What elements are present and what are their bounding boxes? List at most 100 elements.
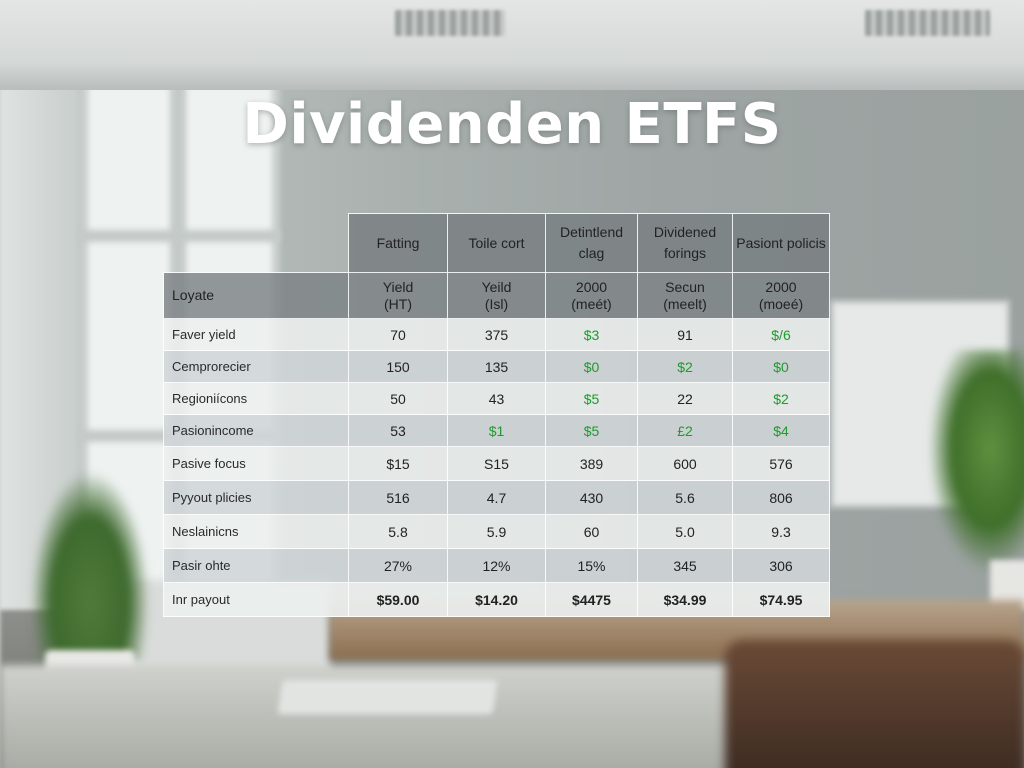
table-cell: $34.99: [637, 582, 733, 617]
row-label: Pasir ohte: [163, 548, 349, 583]
subheader-line: (moeé): [758, 295, 804, 312]
subheader-line: Secun: [665, 278, 705, 295]
table-cell: 576: [732, 446, 830, 481]
table-cell: $74.95: [732, 582, 830, 617]
table-header-row: Fatting Toile cort Detintlend clag Divid…: [164, 213, 830, 273]
row-label: Pyyout plicies: [163, 480, 349, 515]
table-cell: 516: [348, 480, 448, 515]
subheader-line: (HT): [384, 295, 412, 312]
table-cell: 430: [545, 480, 638, 515]
ceiling-vent: [395, 10, 505, 36]
subheader-cell: 2000 (moeé): [732, 272, 830, 319]
row-label: Pasionincome: [163, 414, 349, 447]
table-cell: 375: [447, 318, 546, 351]
table-cell: $14.20: [447, 582, 546, 617]
column-header: Dividened forings: [637, 213, 733, 273]
row-label: Faver yield: [163, 318, 349, 351]
table-cell: $4475: [545, 582, 638, 617]
row-label: Inr payout: [163, 582, 349, 617]
table-cell: 12%: [447, 548, 546, 583]
row-label: Pasive focus: [163, 446, 349, 481]
table-cell: 91: [637, 318, 733, 351]
column-header: Fatting: [348, 213, 448, 273]
subheader-cell: Secun (meelt): [637, 272, 733, 319]
table-body: Loyate Yield (HT) Yeild (Isl) 2000 (meét) S…: [163, 272, 830, 617]
table-row: Pasionincome 53 $1 $5 £2 $4: [163, 414, 830, 447]
table-cell: 389: [545, 446, 638, 481]
table-row: Pyyout plicies 516 4.7 430 5.6 806: [163, 480, 830, 515]
table-row: Pasir ohte 27% 12% 15% 345 306: [163, 548, 830, 583]
plant: [30, 470, 150, 660]
table-cell: $0: [545, 350, 638, 383]
subheader-line: (Isl): [484, 295, 509, 312]
table-cell: $5: [545, 382, 638, 415]
table-subheader-row: Loyate Yield (HT) Yeild (Isl) 2000 (meét) S…: [163, 272, 830, 319]
table-cell: 43: [447, 382, 546, 415]
table-cell: 345: [637, 548, 733, 583]
table-cell: 600: [637, 446, 733, 481]
table-cell: 5.9: [447, 514, 546, 549]
etf-table-container: Fatting Toile cort Detintlend clag Divid…: [163, 213, 830, 617]
chair: [725, 640, 1024, 768]
subheader-cell: 2000 (meét): [545, 272, 638, 319]
table-row: Regioniícons 50 43 $5 22 $2: [163, 382, 830, 415]
table-cell: 22: [637, 382, 733, 415]
row-label: Cemprorecier: [163, 350, 349, 383]
table-cell: 27%: [348, 548, 448, 583]
table-row: Faver yield 70 375 $3 91 $/6: [163, 318, 830, 351]
table-row: Cemprorecier 150 135 $0 $2 $0: [163, 350, 830, 383]
table-cell: $1: [447, 414, 546, 447]
subheader-cell: Yeild (Isl): [447, 272, 546, 319]
table-cell: $59.00: [348, 582, 448, 617]
table-cell: 50: [348, 382, 448, 415]
subheader-line: Yield: [382, 278, 414, 295]
table-cell: 806: [732, 480, 830, 515]
row-label: Neslainicns: [163, 514, 349, 549]
row-label: Regioniícons: [163, 382, 349, 415]
table-cell: 306: [732, 548, 830, 583]
plant: [930, 350, 1024, 570]
table-cell: 60: [545, 514, 638, 549]
table-cell: $4: [732, 414, 830, 447]
table-cell: 5.0: [637, 514, 733, 549]
page-title: Dividenden ETFS: [242, 92, 782, 157]
window-frame: [80, 230, 280, 242]
table-cell: $2: [637, 350, 733, 383]
ceiling-vent: [865, 10, 990, 36]
table-row: Inr payout $59.00 $14.20 $4475 $34.99 $74.95: [163, 582, 830, 617]
table-cell: $0: [732, 350, 830, 383]
table-cell: 53: [348, 414, 448, 447]
table-cell: $2: [732, 382, 830, 415]
etf-table: Fatting Toile cort Detintlend clag Divid…: [163, 213, 830, 617]
laptop: [277, 680, 498, 714]
subheader-line: (meét): [571, 295, 612, 312]
table-row: Pasive focus $15 S15 389 600 576: [163, 446, 830, 481]
table-cell: $/6: [732, 318, 830, 351]
ceiling: [0, 0, 1024, 90]
table-cell: 135: [447, 350, 546, 383]
header-spacer: [164, 214, 349, 273]
table-cell: £2: [637, 414, 733, 447]
subheader-line: 2000: [575, 278, 608, 295]
table-cell: S15: [447, 446, 546, 481]
table-cell: 4.7: [447, 480, 546, 515]
table-cell: 9.3: [732, 514, 830, 549]
table-cell: $5: [545, 414, 638, 447]
column-header: Pasiont policis: [732, 213, 830, 273]
table-cell: $3: [545, 318, 638, 351]
table-row: Neslainicns 5.8 5.9 60 5.0 9.3: [163, 514, 830, 549]
table-cell: 150: [348, 350, 448, 383]
subheader-cell: Yield (HT): [348, 272, 448, 319]
subheader-line: Yeild: [481, 278, 512, 295]
subheader-line: (meelt): [663, 295, 707, 312]
table-cell: 5.6: [637, 480, 733, 515]
table-cell: $15: [348, 446, 448, 481]
row-label: Loyate: [163, 272, 349, 319]
table-cell: 5.8: [348, 514, 448, 549]
table-cell: 15%: [545, 548, 638, 583]
subheader-line: 2000: [765, 278, 797, 295]
table-cell: 70: [348, 318, 448, 351]
column-header: Toile cort: [447, 213, 546, 273]
column-header: Detintlend clag: [545, 213, 638, 273]
